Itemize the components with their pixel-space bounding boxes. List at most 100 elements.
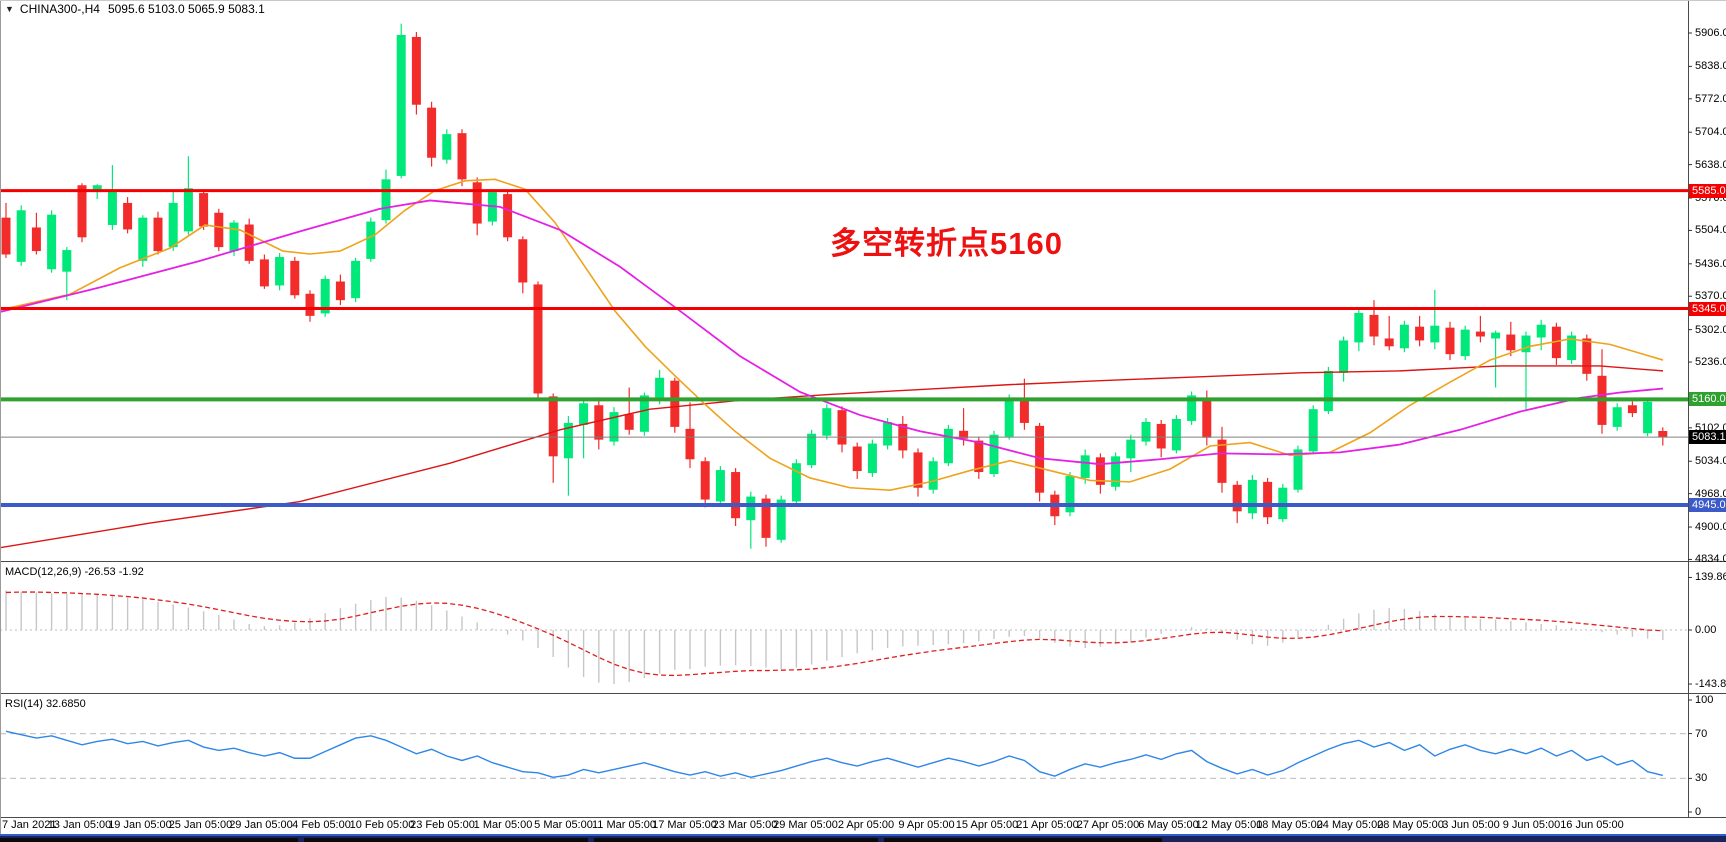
time-tick-label: 29 Mar 05:00 [773, 819, 838, 831]
time-tick-label: 7 Jan 2021 [2, 819, 57, 831]
chart-annotation-text: 多空转折点5160 [830, 226, 1063, 261]
time-tick-label: 29 Jan 05:00 [229, 819, 293, 831]
candle-bear [518, 239, 528, 283]
price-axis[interactable]: 5906.0 5838.0 5772.0 5704.0 5638.0 5570.0 5504… [1689, 0, 1726, 818]
time-tick-label: 16 Jun 05:00 [1560, 819, 1624, 831]
candle-bull [989, 434, 999, 475]
symbol-readout: ▼ CHINA300-,H4 5095.6 5103.0 5065.9 5083.1 [5, 2, 265, 16]
candle-bear [1156, 423, 1166, 449]
macd-name: MACD(12,26,9) [5, 566, 82, 578]
price-tick-label: 5638.0 [1695, 158, 1726, 171]
time-tick-label: 1 Mar 05:00 [473, 819, 533, 831]
price-tick-label: 5704.0 [1695, 126, 1726, 139]
macd-tick-label: 139.86 [1695, 571, 1726, 584]
candle-bull [609, 412, 619, 442]
candle-bull [807, 433, 817, 466]
taskbar-segment[interactable] [594, 838, 878, 842]
taskbar[interactable] [0, 834, 1726, 842]
time-tick-label: 24 May 05:00 [1316, 819, 1384, 831]
candle-bull [1111, 456, 1121, 487]
candle-bull [1323, 370, 1333, 412]
price-level-badge: 5585.0 [1689, 183, 1726, 198]
price-tick-label: 5838.0 [1695, 60, 1726, 73]
collapse-ohlc-icon[interactable]: ▼ [5, 4, 14, 14]
candle-bear [305, 293, 315, 316]
candle-bull [563, 422, 573, 459]
price-tick-label: 5772.0 [1695, 92, 1726, 105]
candle-bull [47, 214, 57, 270]
candle-bull [1171, 419, 1181, 451]
candle-bull [16, 210, 26, 262]
candle-bear [1232, 484, 1242, 512]
candle-bear [548, 396, 558, 457]
candle-bull [62, 250, 72, 272]
taskbar-segment[interactable] [884, 838, 1162, 842]
time-tick-label: 4 Feb 05:00 [292, 819, 351, 831]
candle-bear [1415, 326, 1425, 341]
time-tick-label: 17 Mar 05:00 [652, 819, 717, 831]
time-axis[interactable]: 7 Jan 2021 13 Jan 05:00 19 Jan 05:00 25 Jan… [0, 818, 1726, 833]
candle-bear [244, 224, 254, 261]
candle-bull [92, 185, 102, 193]
candle-bear [427, 107, 437, 158]
time-tick-label: 11 Mar 05:00 [591, 819, 657, 831]
time-tick-label: 10 Feb 05:00 [349, 819, 415, 831]
time-tick-label: 2 Apr 05:00 [837, 819, 895, 831]
time-tick-label: 12 May 05:00 [1195, 819, 1263, 831]
rsi-tick-label: 0 [1695, 806, 1702, 818]
candle-bull [1141, 421, 1151, 442]
candle-bull [1247, 479, 1257, 514]
rsi-tick-label: 100 [1695, 694, 1714, 706]
candle-bear [153, 217, 163, 252]
price-tick-label: 5302.0 [1695, 323, 1726, 336]
rsi-line [5, 730, 1663, 779]
taskbar-segment[interactable] [0, 838, 298, 842]
candle-bull [1460, 329, 1470, 357]
candle-bull [1536, 324, 1546, 338]
candle-bear [1445, 327, 1455, 355]
price-tick-label: 5236.0 [1695, 356, 1726, 369]
candle-bear [1384, 338, 1394, 347]
candle-bear [1369, 314, 1379, 337]
candle-bull [1187, 395, 1197, 421]
candle-bull [655, 377, 665, 398]
taskbar-segment[interactable] [304, 838, 588, 842]
macd-indicator-label: MACD(12,26,9) -26.53 -1.92 [5, 566, 144, 578]
time-tick-label: 9 Apr 05:00 [898, 819, 955, 831]
candle-bear [731, 472, 741, 519]
price-tick-label: 5034.0 [1695, 455, 1726, 468]
time-tick-label: 3 Jun 05:00 [1442, 819, 1500, 831]
candle-bull [381, 179, 391, 221]
ohlc-values: 5095.6 5103.0 5065.9 5083.1 [107, 2, 265, 16]
rsi-tick-label: 70 [1695, 727, 1708, 740]
candle-bear [1095, 457, 1105, 485]
candle-bull [442, 134, 452, 160]
candle-bear [77, 185, 87, 238]
candle-bear [974, 440, 984, 473]
candle-bear [503, 194, 513, 238]
candle-bear [913, 452, 923, 488]
candle-bull [351, 260, 361, 299]
candle-bull [1308, 409, 1318, 452]
price-tick-label: 4968.0 [1695, 487, 1726, 500]
candle-bull [776, 499, 786, 540]
time-tick-label: 23 Mar 05:00 [712, 819, 778, 831]
candle-bull [822, 408, 832, 436]
time-tick-label: 27 Apr 05:00 [1076, 819, 1140, 831]
candle-bull [1612, 407, 1622, 427]
candle-bear [1506, 334, 1516, 351]
candle-bear [1627, 405, 1637, 414]
time-tick-label: 18 May 05:00 [1256, 819, 1323, 831]
candle-bear [1475, 331, 1485, 337]
candle-bull [1339, 340, 1349, 373]
candle-bull [943, 428, 953, 464]
candle-bear [1019, 400, 1029, 423]
candle-bull [138, 217, 148, 261]
price-tick-label: 5370.0 [1695, 290, 1726, 303]
macd-signal-line [5, 591, 1663, 677]
time-tick-label: 25 Jan 05:00 [168, 819, 233, 831]
candle-bull [579, 403, 589, 425]
candle-bear [31, 227, 41, 252]
candle-bear [1035, 425, 1045, 493]
